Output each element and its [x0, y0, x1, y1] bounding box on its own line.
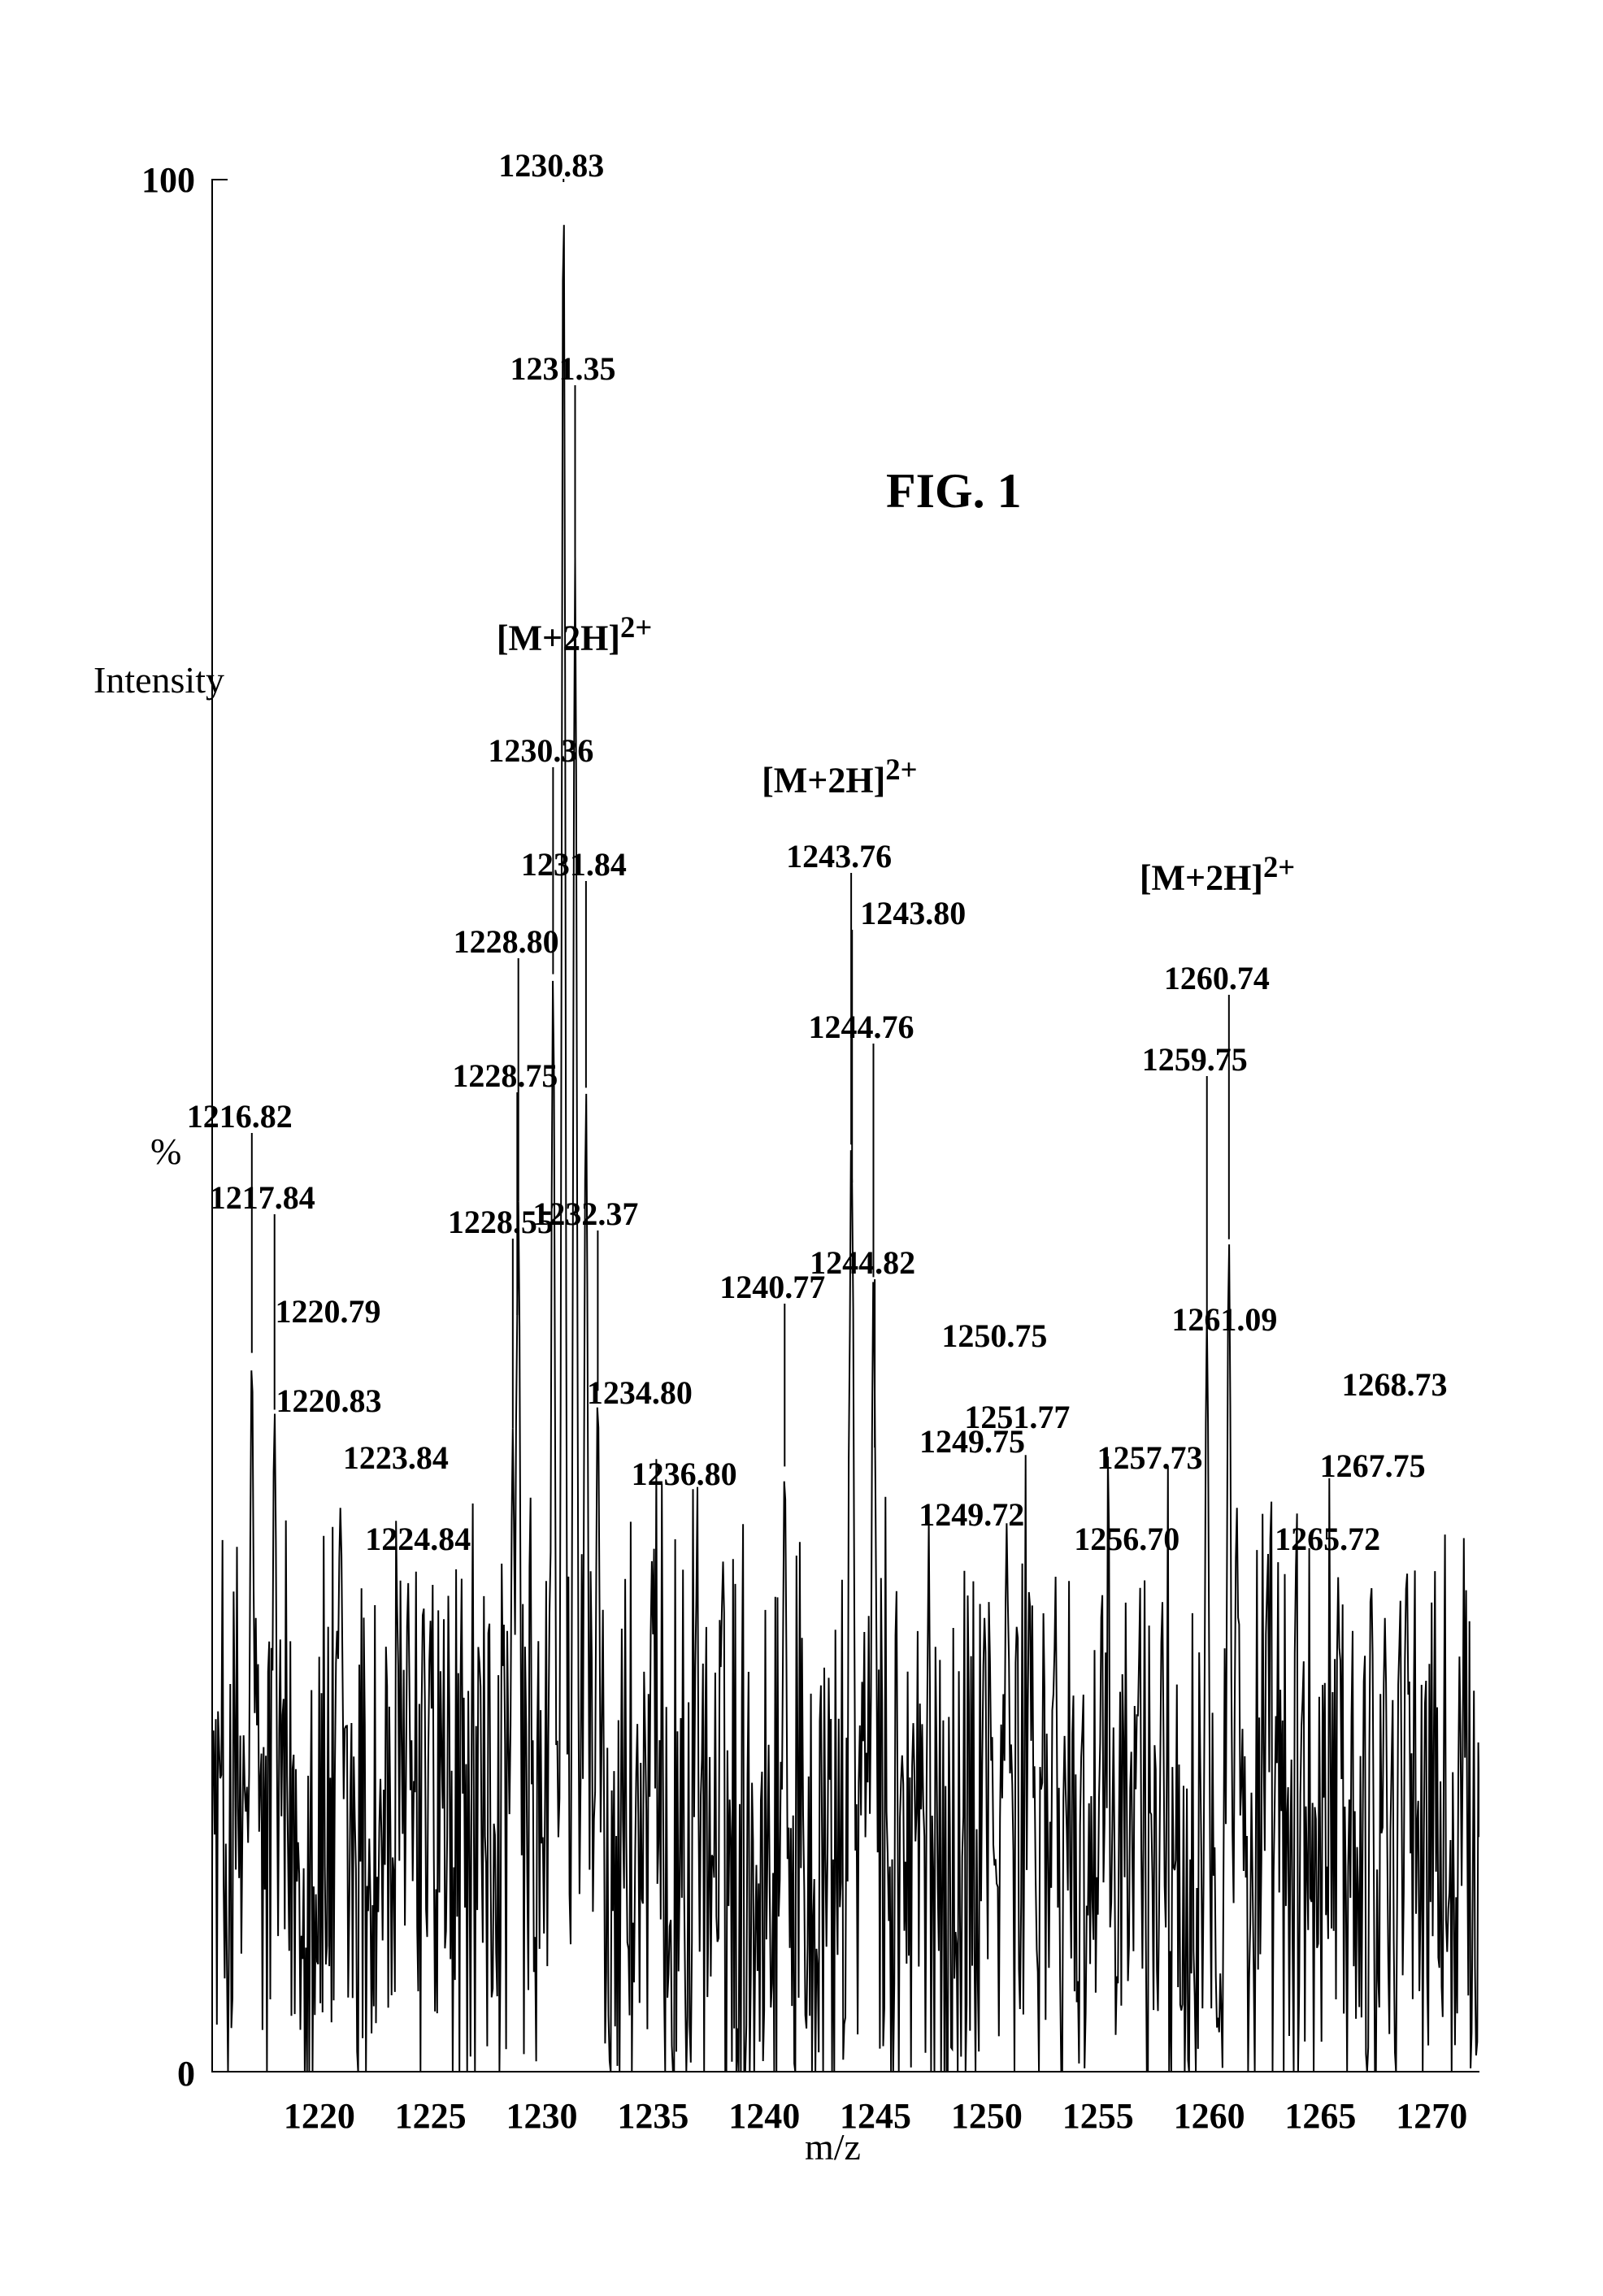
peak-label: 1232.37	[532, 1195, 638, 1233]
peak-label: 1244.76	[808, 1008, 914, 1046]
x-tick-label: 1270	[1396, 2095, 1467, 2137]
ion-annotation: [M+2H]2+	[762, 752, 917, 801]
x-tick-label: 1225	[395, 2095, 467, 2137]
x-tick-label: 1245	[840, 2095, 911, 2137]
peak-label: 1256.70	[1074, 1520, 1179, 1558]
peak-label: 1228.80	[454, 922, 559, 961]
peak-label: 1251.77	[964, 1398, 1070, 1436]
peak-label: 1230.36	[488, 731, 593, 770]
page: FIG. 1 Intensity % m/z 01001220122512301…	[0, 0, 1603, 2296]
peak-label: 1223.84	[343, 1439, 449, 1477]
y-percent-label: %	[150, 1130, 181, 1173]
chart-plot-area	[211, 179, 1479, 2072]
ion-annotation: [M+2H]2+	[497, 610, 652, 659]
peak-label: 1250.75	[941, 1317, 1047, 1355]
peak-label: 1261.09	[1171, 1300, 1277, 1339]
peak-label: 1220.79	[275, 1292, 380, 1330]
x-tick-label: 1240	[728, 2095, 800, 2137]
peak-label: 1231.35	[510, 349, 615, 388]
x-tick-label: 1220	[284, 2095, 355, 2137]
peak-label: 1265.72	[1275, 1520, 1380, 1558]
peak-label: 1228.75	[452, 1057, 558, 1095]
peak-label: 1217.84	[210, 1178, 315, 1217]
x-tick-label: 1260	[1174, 2095, 1245, 2137]
y-axis-title: Intensity	[93, 658, 224, 701]
x-tick-label: 1235	[617, 2095, 689, 2137]
peak-label: 1220.83	[276, 1382, 382, 1420]
peak-label: 1268.73	[1342, 1365, 1448, 1404]
peak-label: 1244.82	[810, 1243, 915, 1282]
peak-label: 1224.84	[365, 1520, 471, 1558]
peak-label: 1259.75	[1142, 1040, 1248, 1079]
peak-label: 1231.84	[521, 845, 627, 883]
peak-label: 1234.80	[587, 1374, 693, 1412]
peak-label: 1216.82	[187, 1097, 293, 1135]
peak-label: 1243.76	[786, 837, 892, 875]
spectrum-svg	[211, 179, 1479, 2072]
peak-label: 1236.80	[632, 1455, 737, 1493]
peak-label: 1260.74	[1164, 959, 1270, 997]
x-tick-label: 1265	[1284, 2095, 1356, 2137]
ion-annotation: [M+2H]2+	[1140, 849, 1295, 899]
x-tick-label: 1250	[951, 2095, 1023, 2137]
x-tick-label: 1255	[1062, 2095, 1134, 2137]
y-tick-label: 100	[98, 159, 195, 201]
x-tick-label: 1230	[506, 2095, 578, 2137]
peak-label: 1267.75	[1320, 1447, 1426, 1485]
peak-label: 1243.80	[860, 894, 966, 932]
peak-label: 1249.72	[919, 1495, 1024, 1534]
peak-label: 1257.73	[1097, 1439, 1202, 1477]
y-tick-label: 0	[98, 2053, 195, 2094]
peak-label: 1230.83	[498, 146, 604, 184]
